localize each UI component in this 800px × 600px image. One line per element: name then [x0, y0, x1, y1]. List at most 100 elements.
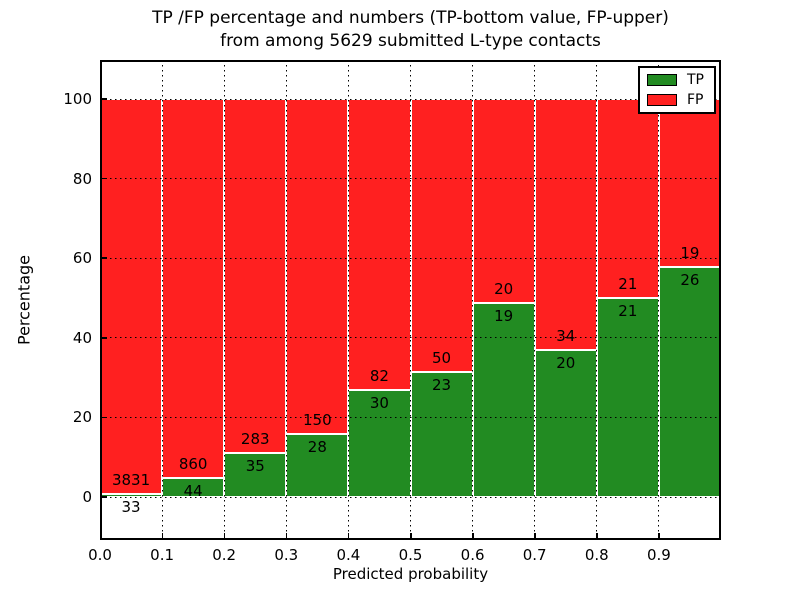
x-tick-mark — [534, 533, 536, 540]
chart-title: TP /FP percentage and numbers (TP-bottom… — [100, 7, 721, 53]
x-tick-mark — [472, 533, 474, 540]
y-tick-label: 100 — [63, 90, 92, 108]
bar-tp-segment — [658, 267, 721, 497]
x-tick-label: 0.3 — [274, 546, 299, 564]
fp-count-label: 860 — [178, 454, 208, 473]
legend-item-label: FP — [687, 92, 704, 108]
y-tick-mark — [100, 257, 107, 259]
fp-legend-swatch — [647, 94, 677, 106]
bar-fp-segment — [224, 99, 287, 454]
tp-count-label: 21 — [618, 302, 638, 320]
x-tick-mark — [658, 533, 660, 540]
bar-boundary-edge — [162, 476, 225, 479]
tp-count-label: 23 — [432, 375, 452, 394]
chart-title-line1: TP /FP percentage and numbers (TP-bottom… — [152, 8, 669, 28]
fp-count-label: 283 — [240, 430, 270, 449]
x-tick-mark — [410, 533, 412, 540]
y-tick-label: 60 — [72, 249, 92, 268]
x-tick-label: 0.7 — [522, 546, 547, 564]
chart-title-line2: from among 5629 submitted L-type contact… — [220, 31, 601, 51]
x-tick-label: 0.0 — [88, 546, 112, 564]
bar-fp-segment — [162, 99, 225, 478]
bar-fp-segment — [286, 99, 349, 435]
tp-count-label: 44 — [183, 481, 203, 500]
tp-count-label: 33 — [121, 497, 141, 516]
fp-count-label: 20 — [494, 280, 514, 299]
fp-count-label: 21 — [618, 275, 638, 293]
bar-boundary-edge — [348, 389, 411, 392]
vertical-gridline — [285, 60, 287, 540]
tp-count-label: 28 — [307, 438, 327, 457]
y-tick-label: 0 — [82, 488, 92, 506]
bar-vertical-edge — [100, 99, 102, 497]
x-tick-label: 0.9 — [646, 546, 671, 564]
plot-area: TP FP 3831 33 860 44 283 35 150 28 82 30 50 23 20 19 34… — [100, 60, 721, 540]
bar-boundary-edge — [658, 266, 721, 269]
bar-boundary-edge — [472, 302, 535, 305]
x-tick-label: 0.5 — [398, 546, 423, 564]
vertical-gridline — [347, 60, 349, 540]
bar-tp-segment — [162, 477, 225, 497]
y-tick-label: 20 — [72, 408, 92, 427]
bar-fp-segment — [658, 99, 721, 268]
x-tick-label: 0.6 — [460, 546, 485, 564]
fp-count-label: 150 — [303, 411, 332, 430]
fp-count-label: 82 — [369, 367, 389, 386]
y-tick-label: 80 — [72, 169, 92, 188]
bar-boundary-edge — [596, 297, 659, 299]
x-tick-mark — [347, 533, 350, 540]
bar-tp-segment — [348, 390, 411, 497]
vertical-gridline — [223, 60, 225, 540]
tp-count-label: 20 — [556, 353, 576, 372]
bar-tp-segment — [224, 453, 287, 497]
fp-count-label: 19 — [680, 244, 700, 263]
y-tick-mark — [100, 337, 107, 339]
x-tick-mark — [100, 533, 101, 540]
x-tick-mark — [285, 533, 288, 540]
vertical-gridline — [534, 60, 536, 540]
vertical-gridline — [596, 60, 598, 540]
y-tick-mark — [100, 416, 107, 419]
vertical-gridline — [658, 60, 660, 540]
bar-fp-segment — [348, 99, 411, 391]
x-tick-label: 0.4 — [336, 546, 361, 564]
tp-count-label: 19 — [494, 307, 514, 326]
bar-fp-segment — [100, 99, 163, 494]
bar-fp-segment — [534, 99, 597, 350]
x-tick-label: 0.8 — [584, 546, 609, 564]
x-tick-mark — [596, 533, 598, 540]
x-tick-label: 0.2 — [212, 546, 237, 564]
vertical-gridline — [472, 60, 474, 540]
y-tick-label: 40 — [72, 328, 92, 347]
x-tick-label: 0.1 — [150, 546, 175, 564]
bar-tp-segment — [472, 303, 535, 497]
bar-boundary-edge — [100, 492, 163, 495]
bar-tp-segment — [100, 493, 163, 497]
tp-legend-swatch — [647, 74, 677, 86]
vertical-gridline — [410, 60, 411, 540]
tp-count-label: 35 — [245, 457, 265, 476]
y-tick-mark — [100, 496, 107, 498]
bar-boundary-edge — [534, 348, 597, 351]
tp-count-label: 26 — [680, 271, 700, 290]
x-tick-mark — [223, 533, 226, 540]
tp-count-label: 30 — [369, 394, 389, 413]
bar-tp-segment — [286, 434, 349, 497]
bar-vertical-edge — [719, 99, 721, 497]
y-axis-label: Percentage — [14, 254, 34, 346]
legend-item-label: TP — [687, 72, 704, 88]
y-tick-mark — [100, 98, 107, 100]
x-tick-mark — [161, 533, 164, 540]
bar-boundary-edge — [286, 433, 349, 436]
legend-item: TP — [647, 73, 704, 87]
fp-count-label: 34 — [556, 326, 576, 345]
bar-fp-segment — [596, 99, 659, 298]
bar-tp-segment — [596, 298, 659, 497]
fp-count-label: 50 — [432, 348, 452, 367]
x-axis-label: Predicted probability — [332, 565, 489, 583]
bar-tp-segment — [534, 349, 597, 497]
bar-fp-segment — [472, 99, 535, 304]
bar-tp-segment — [410, 371, 473, 497]
vertical-gridline — [161, 60, 163, 540]
